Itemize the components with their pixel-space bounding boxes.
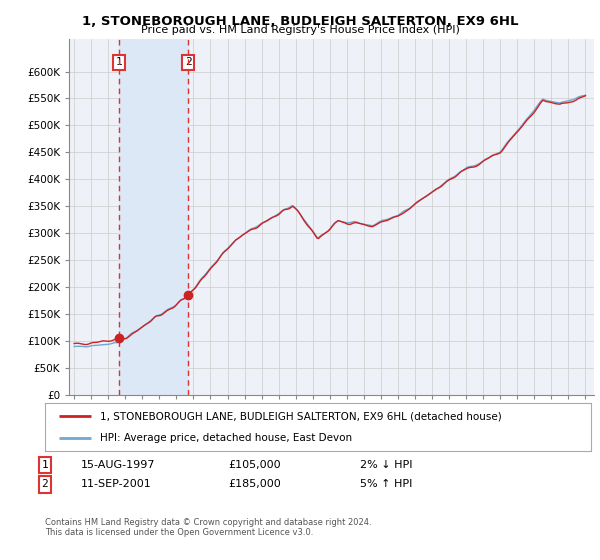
Text: Price paid vs. HM Land Registry's House Price Index (HPI): Price paid vs. HM Land Registry's House … (140, 25, 460, 35)
Text: 1: 1 (41, 460, 49, 470)
Text: £185,000: £185,000 (228, 479, 281, 489)
Text: 1, STONEBOROUGH LANE, BUDLEIGH SALTERTON, EX9 6HL: 1, STONEBOROUGH LANE, BUDLEIGH SALTERTON… (82, 15, 518, 27)
Text: 2: 2 (185, 57, 191, 67)
Text: 5% ↑ HPI: 5% ↑ HPI (360, 479, 412, 489)
Text: 2% ↓ HPI: 2% ↓ HPI (360, 460, 413, 470)
Text: 1: 1 (115, 57, 122, 67)
Text: 2: 2 (41, 479, 49, 489)
Text: HPI: Average price, detached house, East Devon: HPI: Average price, detached house, East… (100, 433, 352, 443)
Text: 15-AUG-1997: 15-AUG-1997 (81, 460, 155, 470)
Text: Contains HM Land Registry data © Crown copyright and database right 2024.
This d: Contains HM Land Registry data © Crown c… (45, 518, 371, 538)
Text: 11-SEP-2001: 11-SEP-2001 (81, 479, 152, 489)
Text: £105,000: £105,000 (228, 460, 281, 470)
Text: 1, STONEBOROUGH LANE, BUDLEIGH SALTERTON, EX9 6HL (detached house): 1, STONEBOROUGH LANE, BUDLEIGH SALTERTON… (100, 411, 502, 421)
Bar (119, 39, 188, 395)
